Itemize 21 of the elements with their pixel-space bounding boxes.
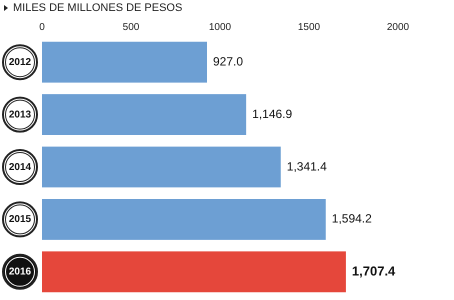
y-tick-label: 2013 [8, 109, 32, 120]
bar [42, 146, 281, 188]
x-tick-label: 2000 [386, 22, 410, 33]
y-tick-label: 2014 [8, 162, 32, 173]
data-label: 1,341.4 [286, 159, 328, 174]
data-label: 927.0 [213, 54, 244, 69]
bar [42, 251, 346, 292]
y-tick-label: 2015 [8, 214, 32, 226]
chart-title: MILES DE MILLONES DE PESOS [13, 2, 182, 14]
y-tick-label: 2012 [8, 56, 32, 68]
y-tick-label: 2016 [8, 266, 32, 278]
x-tick-label: 1000 [208, 22, 232, 33]
x-tick-label: 0 [39, 22, 46, 33]
bar [42, 198, 326, 240]
data-label: 1,594.2 [332, 212, 372, 226]
bar [42, 42, 208, 83]
bar [42, 94, 246, 136]
data-label: 1,146.9 [252, 106, 293, 121]
x-tick-label: 1500 [298, 22, 321, 33]
x-tick-label: 500 [122, 22, 140, 33]
data-label: 1,707.4 [352, 263, 396, 278]
